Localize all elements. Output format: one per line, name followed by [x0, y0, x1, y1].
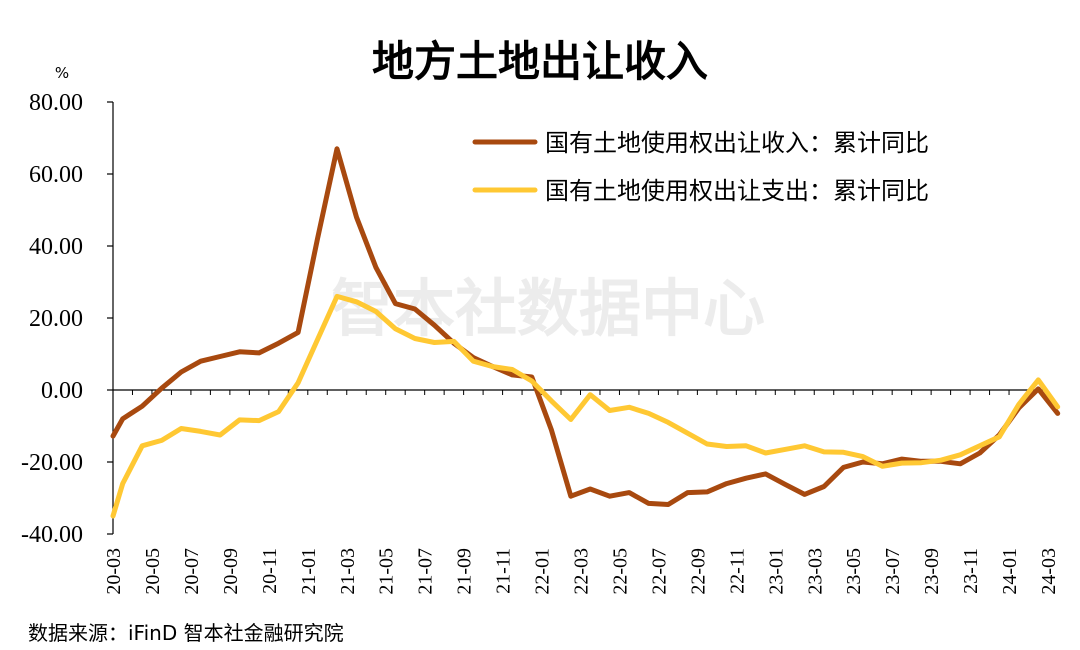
y-tick-label: 40.00: [29, 234, 83, 260]
x-tick-label: 20-03: [103, 548, 125, 595]
y-tick-label: -20.00: [21, 450, 83, 476]
chart-title: 地方土地出让收入: [372, 37, 708, 86]
x-tick-label: 24-01: [999, 548, 1021, 595]
x-tick-label: 21-07: [415, 548, 437, 595]
x-tick-label: 21-03: [337, 548, 359, 595]
x-tick-label: 21-09: [454, 548, 476, 595]
x-tick-label: 22-11: [726, 548, 748, 594]
x-tick-label: 22-05: [609, 548, 631, 595]
x-tick-label: 23-03: [804, 548, 826, 595]
x-tick-label: 23-11: [960, 548, 982, 594]
x-axis-ticks: 20-03 20-05 20-07 20-09 20-11 21-01 21-03 21-05…: [103, 390, 1060, 595]
x-tick-label: 22-03: [571, 548, 593, 595]
y-tick-label: 60.00: [29, 162, 83, 188]
x-tick-label: 22-01: [532, 548, 554, 595]
x-tick-label: 22-09: [687, 548, 709, 595]
y-axis-unit: %: [55, 64, 69, 82]
y-tick-label: 80.00: [29, 90, 83, 116]
x-tick-label: 20-09: [220, 548, 242, 595]
x-tick-label: 22-07: [648, 548, 670, 595]
data-source-note: 数据来源：iFinD 智本社金融研究院: [28, 621, 344, 645]
x-tick-label: 20-11: [259, 548, 281, 594]
x-tick-label: 21-11: [493, 548, 515, 594]
y-axis-ticks: 80.00 60.00 40.00 20.00 0.00 -20.00 -40.00: [21, 90, 113, 548]
y-tick-label: -40.00: [21, 522, 83, 548]
x-tick-label: 24-03: [1038, 548, 1060, 595]
x-tick-label: 20-05: [142, 548, 164, 595]
series-line-1: [110, 146, 1061, 507]
series-lines: [110, 146, 1061, 519]
y-tick-label: 20.00: [29, 306, 83, 332]
x-tick-label: 23-09: [921, 548, 943, 595]
series-line-2: [110, 293, 1061, 519]
x-tick-label: 21-01: [298, 548, 320, 595]
y-tick-label: 0.00: [41, 378, 83, 404]
x-tick-label: 23-01: [765, 548, 787, 595]
legend-label-1: 国有土地使用权出让收入：累计同比: [545, 129, 929, 157]
x-tick-label: 20-07: [181, 548, 203, 595]
watermark: 智本社数据中心: [331, 272, 765, 345]
x-tick-label: 23-05: [843, 548, 865, 595]
legend-label-2: 国有土地使用权出让支出：累计同比: [545, 177, 929, 205]
x-tick-label: 23-07: [882, 548, 904, 595]
x-tick-label: 21-05: [376, 548, 398, 595]
